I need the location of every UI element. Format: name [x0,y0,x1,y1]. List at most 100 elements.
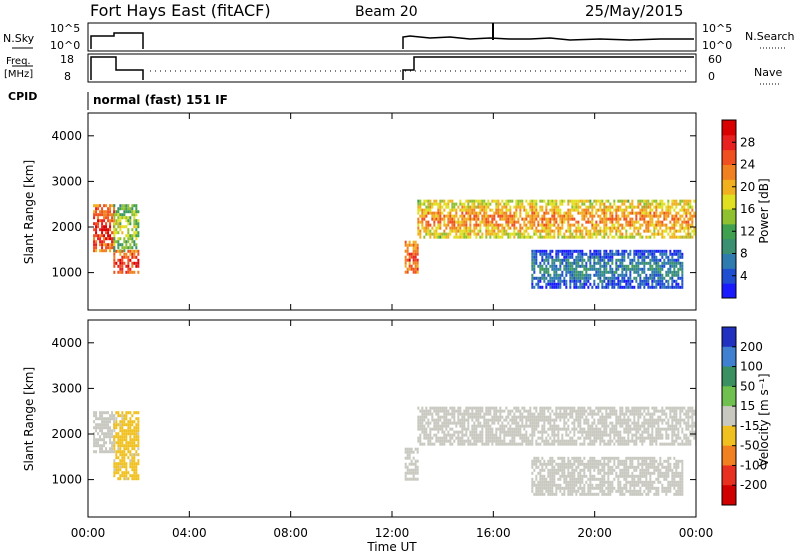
echo-cell [559,469,561,472]
echo-cell [671,440,673,443]
echo-cell [129,259,131,262]
echo-cell [411,472,413,475]
echo-cell [523,236,525,239]
echo-cell [673,431,675,434]
echo-cell [491,218,493,221]
echo-cell [469,230,471,233]
echo-cell [429,200,431,203]
echo-cell [459,410,461,413]
echo-cell [603,422,605,425]
echo-cell [661,221,663,224]
echo-cell [677,460,679,463]
echo-cell [539,431,541,434]
echo-cell [507,416,509,419]
echo-cell [657,224,659,227]
echo-cell [577,460,579,463]
echo-cell [581,478,583,481]
echo-cell [643,460,645,463]
echo-cell [673,419,675,422]
echo-cell [449,437,451,440]
echo-cell [459,224,461,227]
echo-cell [547,271,549,274]
echo-cell [423,218,425,221]
echo-cell [409,244,411,247]
echo-cell [565,463,567,466]
echo-cell [601,484,603,487]
echo-cell [415,469,417,472]
echo-cell [471,443,473,446]
echo-cell [601,469,603,472]
echo-cell [577,463,579,466]
echo-cell [599,490,601,493]
echo-cell [681,475,683,478]
colorbar-swatch [722,165,736,180]
echo-cell [109,213,111,216]
echo-cell [589,466,591,469]
echo-cell [683,443,685,446]
echo-cell [651,283,653,286]
echo-cell [499,428,501,431]
echo-cell [445,434,447,437]
echo-cell [609,472,611,475]
echo-cell [543,487,545,490]
echo-cell [587,425,589,428]
echo-cell [653,230,655,233]
echo-cell [595,440,597,443]
echo-cell [679,277,681,280]
echo-cell [657,475,659,478]
echo-cell [479,206,481,209]
echo-cell [645,478,647,481]
echo-cell [615,440,617,443]
echo-cell [595,463,597,466]
echo-cell [557,209,559,212]
echo-cell [617,218,619,221]
echo-cell [405,271,407,274]
echo-cell [589,487,591,490]
echo-cell [601,419,603,422]
echo-cell [659,271,661,274]
echo-cell [607,493,609,496]
echo-cell [615,422,617,425]
echo-cell [693,410,695,413]
echo-cell [417,218,419,221]
echo-cell [545,466,547,469]
echo-cell [561,224,563,227]
echo-cell [593,200,595,203]
echo-cell [549,428,551,431]
echo-cell [433,224,435,227]
echo-cell [603,203,605,206]
echo-cell [455,437,457,440]
echo-cell [603,434,605,437]
echo-cell [641,268,643,271]
echo-cell [429,428,431,431]
echo-cell [539,469,541,472]
echo-cell [579,460,581,463]
echo-cell [677,262,679,265]
echo-cell [415,259,417,262]
echo-cell [517,230,519,233]
echo-cell [441,425,443,428]
echo-cell [585,262,587,265]
echo-cell [427,227,429,230]
echo-cell [629,271,631,274]
echo-cell [407,457,409,460]
echo-cell [637,274,639,277]
echo-cell [549,227,551,230]
echo-cell [487,233,489,236]
echo-cell [121,417,123,420]
echo-cell [673,268,675,271]
echo-cell [619,487,621,490]
echo-cell [475,212,477,215]
echo-cell [483,212,485,215]
echo-cell [559,466,561,469]
echo-cell [415,247,417,250]
echo-cell [539,236,541,239]
echo-cell [455,422,457,425]
echo-cell [125,225,127,228]
echo-cell [111,411,113,414]
echo-cell [593,440,595,443]
nave-label: Nave [754,66,782,79]
echo-cell [441,200,443,203]
echo-cell [121,262,123,265]
echo-cell [685,203,687,206]
